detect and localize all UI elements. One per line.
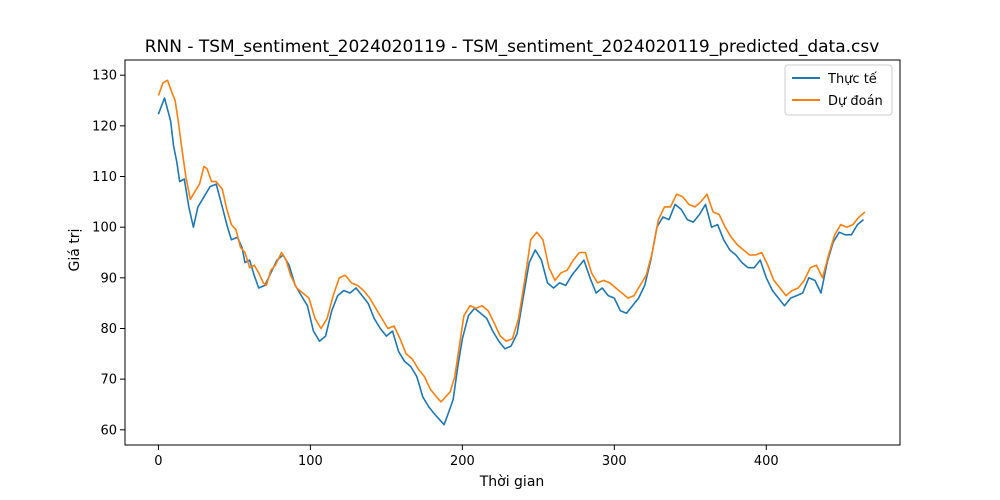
y-tick-label: 130 [92, 69, 117, 84]
y-tick-label: 60 [100, 423, 117, 438]
y-axis: 60 70 80 90 100 110 120 130 [92, 69, 125, 438]
x-tick-label: 200 [450, 454, 475, 469]
legend-label-actual: Thực tế [827, 72, 877, 87]
x-axis: 0 100 200 300 400 [154, 445, 779, 469]
y-tick-label: 100 [92, 221, 117, 236]
x-tick-label: 300 [602, 454, 627, 469]
y-tick-label: 70 [100, 373, 117, 388]
y-tick-label: 120 [92, 119, 117, 134]
series-line-1 [157, 79, 866, 403]
x-tick-label: 400 [754, 454, 779, 469]
x-tick-label: 100 [298, 454, 323, 469]
x-axis-title: Thời gian [479, 474, 545, 490]
y-tick-label: 110 [92, 170, 117, 185]
x-tick-label: 0 [154, 454, 162, 469]
series-group [157, 79, 866, 426]
y-tick-label: 80 [100, 322, 117, 337]
plot-frame [124, 59, 901, 446]
legend-label-predicted: Dự đoán [828, 94, 883, 109]
plot-area [124, 59, 901, 446]
legend: Thực tế Dự đoán [784, 64, 893, 116]
y-tick-label: 90 [100, 271, 117, 286]
series-line-0 [157, 97, 865, 426]
chart-title: RNN - TSM_sentiment_2024020119 - TSM_sen… [145, 37, 880, 57]
y-axis-title: Giá trị [67, 229, 83, 272]
